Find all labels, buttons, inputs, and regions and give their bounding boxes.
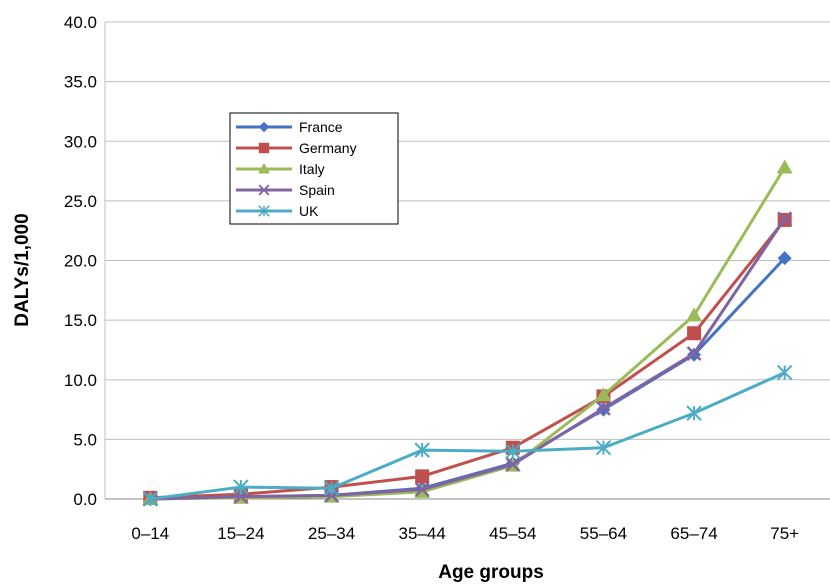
y-tick-label: 10.0	[64, 371, 97, 390]
legend-item-italy: Italy	[236, 161, 325, 177]
legend-item-germany: Germany	[236, 140, 357, 156]
x-tick-label: 75+	[770, 524, 799, 543]
series-france	[143, 251, 792, 506]
data-point-spain	[324, 488, 339, 503]
legend-label: Italy	[299, 161, 325, 177]
legend-label: France	[299, 119, 343, 135]
legend-item-uk: UK	[236, 203, 319, 219]
y-tick-label: 35.0	[64, 73, 97, 92]
legend-marker	[258, 142, 270, 154]
x-tick-label: 15–24	[217, 524, 264, 543]
legend-label: Spain	[299, 182, 335, 198]
data-point-uk	[686, 405, 702, 421]
data-point-spain	[596, 400, 611, 416]
data-point-germany	[415, 469, 430, 484]
x-tick-label: 65–74	[670, 524, 717, 543]
data-point-italy	[776, 159, 793, 174]
y-tick-label: 40.0	[64, 13, 97, 32]
data-point-spain	[686, 346, 702, 361]
series-line-uk	[150, 371, 786, 501]
x-tick-label: 45–54	[489, 524, 536, 543]
gridlines	[104, 21, 830, 499]
data-point-spain	[777, 211, 793, 227]
y-axis-title: DALYs/1,000	[12, 213, 33, 326]
data-point-uk	[776, 364, 793, 381]
x-axis-title: Age groups	[438, 562, 544, 583]
data-point-uk	[323, 480, 340, 496]
data-point-france	[777, 251, 792, 266]
data-point-uk	[505, 443, 521, 460]
legend-item-france: France	[236, 119, 343, 135]
y-tick-label: 30.0	[64, 132, 97, 151]
x-tick-label: 35–44	[399, 524, 446, 543]
legend-marker	[258, 121, 270, 133]
data-point-uk	[233, 479, 249, 495]
y-tick-label: 15.0	[64, 311, 97, 330]
y-tick-label: 25.0	[64, 192, 97, 211]
data-point-uk	[414, 442, 430, 458]
legend-label: Germany	[299, 140, 357, 156]
data-point-uk	[142, 491, 159, 507]
legend-marker	[258, 205, 270, 217]
data-point-uk	[595, 440, 612, 456]
series-group	[142, 159, 793, 507]
legend: France Germany Italy Spain UK	[229, 112, 399, 225]
x-tick-label: 0–14	[131, 524, 169, 543]
x-tick-label: 25–34	[308, 524, 355, 543]
data-point-germany	[687, 326, 702, 341]
x-axis-ticks: 0–14 15–24 25–34 35–44 45–54 55–64 65–74 75+	[131, 524, 799, 543]
series-line-germany	[150, 219, 786, 500]
y-tick-label: 5.0	[73, 430, 97, 449]
y-axis-ticks: 0.0 5.0 10.0 15.0 20.0 25.0 30.0 35.0 40.0	[64, 13, 97, 509]
series-uk	[142, 364, 793, 507]
y-tick-label: 0.0	[73, 490, 97, 509]
data-point-italy	[686, 307, 703, 322]
data-point-italy	[595, 387, 612, 402]
y-tick-label: 20.0	[64, 252, 97, 271]
legend-label: UK	[299, 203, 319, 219]
x-tick-label: 55–64	[580, 524, 627, 543]
legend-marker	[258, 184, 270, 196]
data-point-spain	[414, 482, 430, 497]
legend-marker	[258, 163, 270, 174]
series-line-spain	[150, 217, 786, 501]
legend-item-spain: Spain	[236, 182, 335, 198]
data-point-spain	[505, 457, 521, 472]
